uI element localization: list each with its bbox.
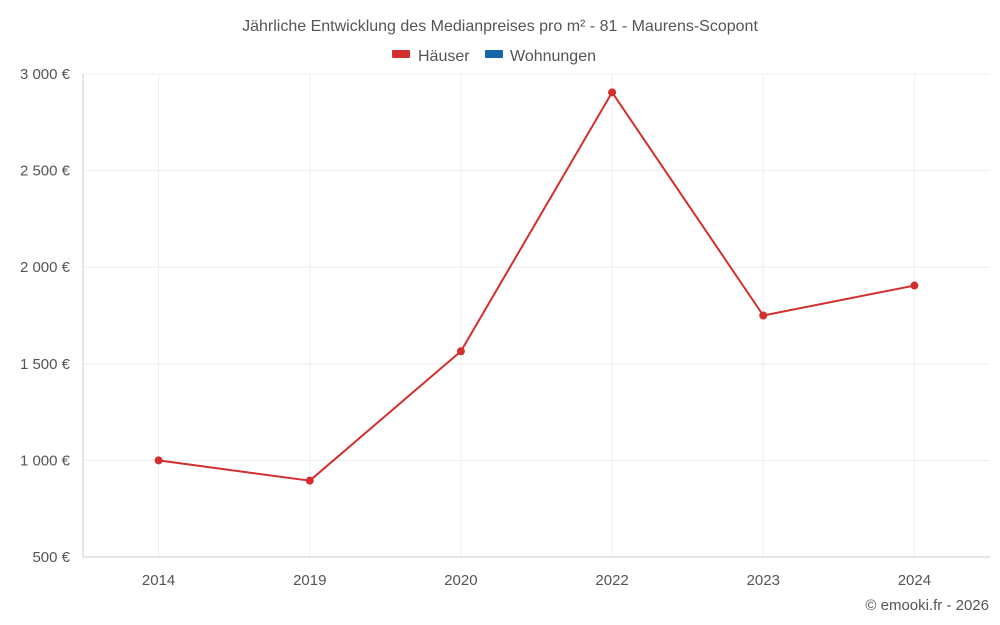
y-axis-ticks: 500 € 1 000 € 1 500 € 2 000 € 2 500 € 3 000 € <box>20 66 71 566</box>
grid <box>83 73 990 557</box>
legend: Häuser Wohnungen <box>392 48 596 65</box>
legend-label-houses: Häuser <box>418 48 470 65</box>
y-tick-label: 1 000 € <box>20 452 71 469</box>
x-tick-label: 2020 <box>444 572 477 589</box>
data-point[interactable] <box>305 476 314 485</box>
x-tick-label: 2014 <box>142 572 175 589</box>
y-tick-label: 2 000 € <box>20 259 71 276</box>
series-houses <box>154 88 919 485</box>
x-tick-label: 2024 <box>898 572 931 589</box>
y-tick-label: 1 500 € <box>20 356 71 373</box>
legend-swatch-houses <box>392 50 410 58</box>
footer-credit: © emooki.fr - 2026 <box>865 597 989 614</box>
x-tick-label: 2022 <box>595 572 628 589</box>
legend-item-houses[interactable]: Häuser <box>392 48 470 65</box>
chart-title: Jährliche Entwicklung des Medianpreises … <box>242 18 758 35</box>
x-tick-label: 2019 <box>293 572 326 589</box>
y-tick-label: 3 000 € <box>20 66 71 83</box>
data-point[interactable] <box>759 311 768 320</box>
x-axis-ticks: 2014 2019 2020 2022 2023 2024 <box>142 572 931 589</box>
x-tick-label: 2023 <box>747 572 780 589</box>
legend-swatch-apartments <box>485 50 503 58</box>
legend-item-apartments[interactable]: Wohnungen <box>485 48 596 65</box>
data-point[interactable] <box>608 88 617 97</box>
y-tick-label: 500 € <box>32 549 70 566</box>
data-point[interactable] <box>456 347 465 356</box>
data-point[interactable] <box>154 456 163 465</box>
data-point[interactable] <box>910 281 919 290</box>
legend-label-apartments: Wohnungen <box>510 48 596 65</box>
axes <box>82 74 990 558</box>
series-line <box>158 91 915 482</box>
y-tick-label: 2 500 € <box>20 163 71 180</box>
